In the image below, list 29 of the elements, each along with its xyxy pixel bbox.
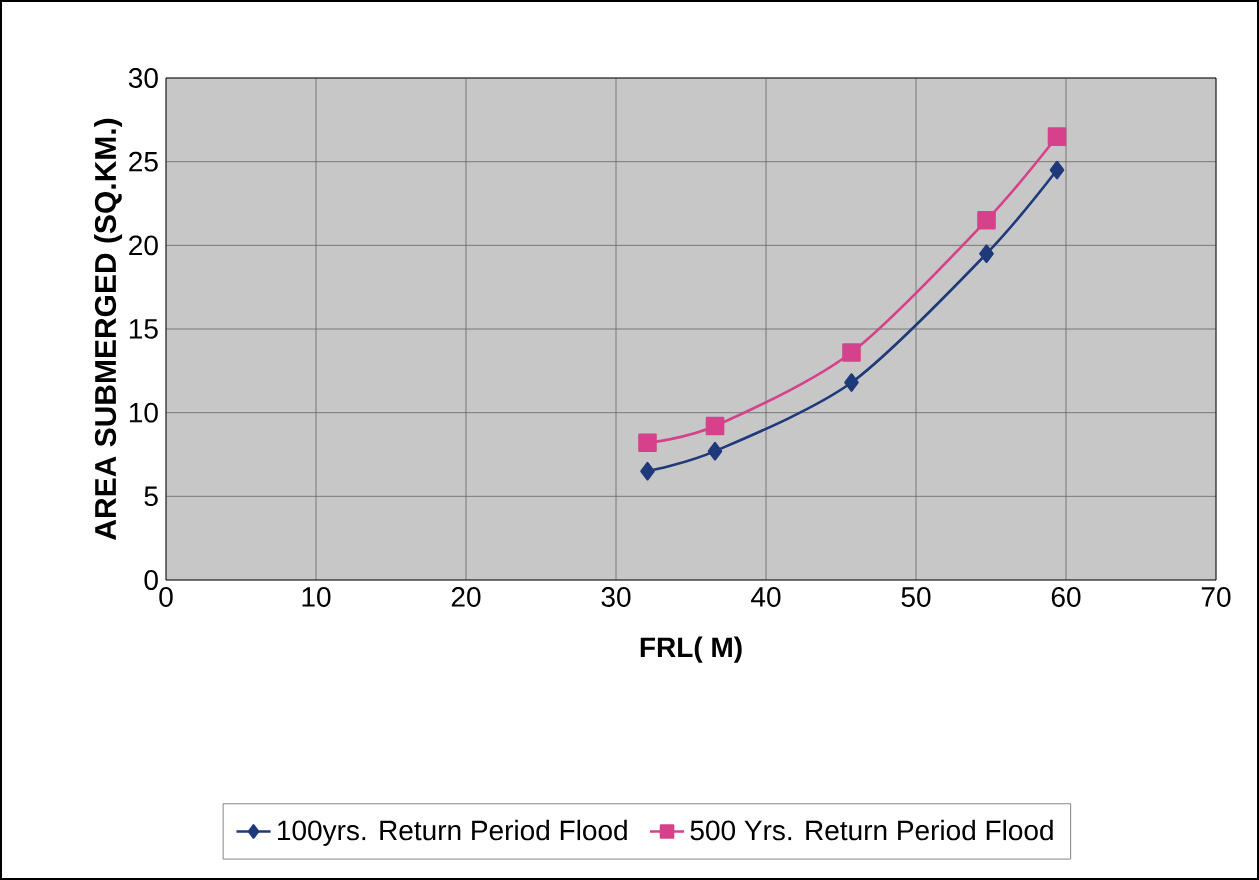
legend-label: 500 Yrs. Return Period Flood (690, 819, 1053, 841)
point (640, 461, 655, 481)
x-tick-label: 0 (159, 587, 173, 607)
x-tick-label: 70 (1201, 587, 1231, 607)
point (705, 416, 725, 436)
y-tick-label: 15 (129, 319, 158, 339)
y-tick-label: 25 (129, 151, 158, 172)
point (844, 373, 859, 392)
x-axis-title: FRL( M) (640, 636, 742, 663)
y-tick-label: 0 (144, 570, 158, 590)
y-axis-title: AREA SUBMERGED (SQ.KM.) (94, 118, 123, 540)
x-tick-label: 30 (601, 587, 631, 607)
legend-label: 100yrs. Return Period Flood (278, 819, 627, 846)
y-tick-label: 10 (129, 402, 158, 423)
point (1049, 160, 1065, 180)
x-tick-label: 40 (751, 587, 781, 607)
y-tick-label: 5 (144, 486, 158, 507)
x-tick-label: 60 (1051, 587, 1081, 607)
point (1047, 127, 1067, 146)
x-tick-label: 50 (901, 587, 931, 607)
point (977, 210, 996, 230)
point (707, 441, 723, 461)
point (638, 433, 657, 453)
point (842, 343, 861, 362)
y-tick-label: 30 (128, 68, 158, 88)
y-tick-label: 20 (129, 235, 158, 256)
x-tick-label: 20 (451, 587, 481, 607)
x-tick-label: 10 (302, 587, 331, 607)
point (979, 244, 994, 264)
